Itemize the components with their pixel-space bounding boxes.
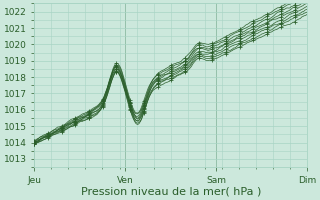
X-axis label: Pression niveau de la mer( hPa ): Pression niveau de la mer( hPa ) [81,187,261,197]
